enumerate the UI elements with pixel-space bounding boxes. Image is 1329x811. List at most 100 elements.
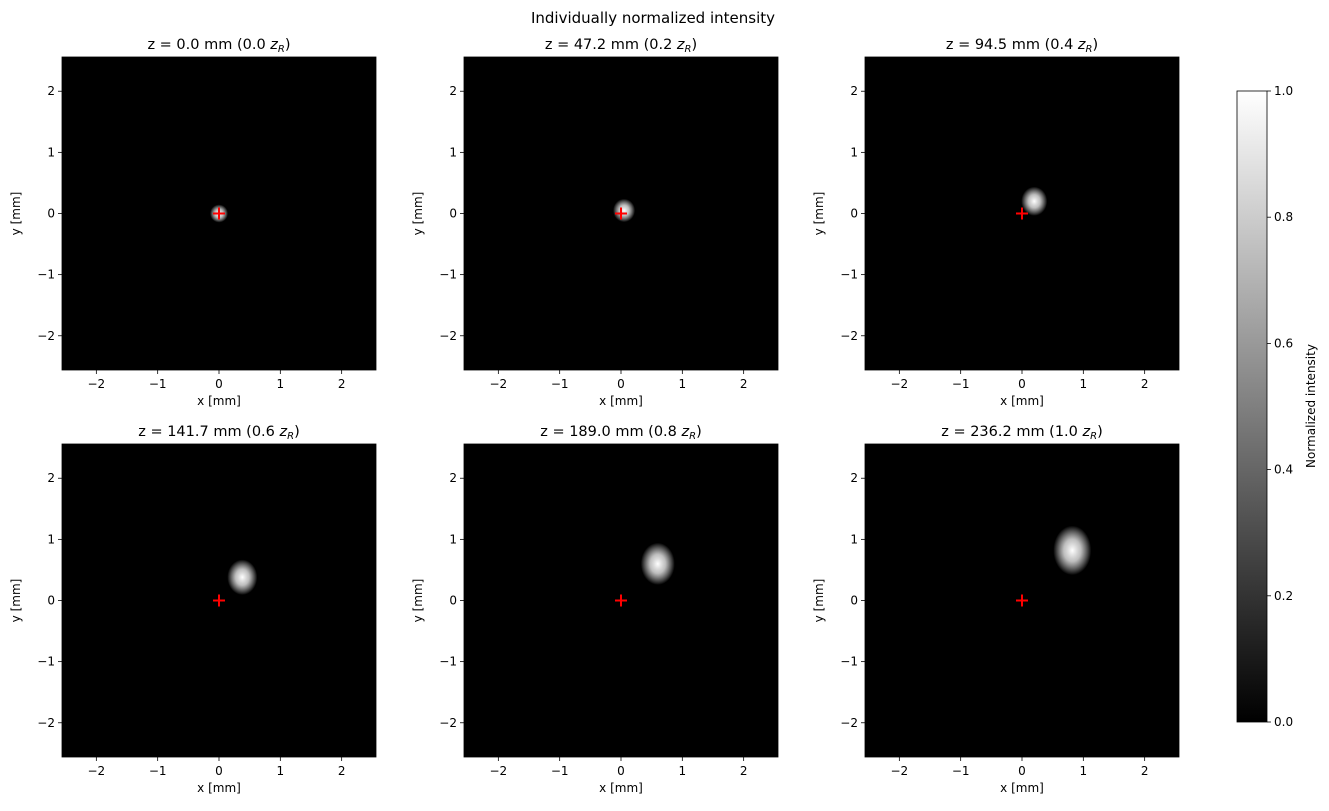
x-tick-label: −1 [551, 764, 569, 778]
x-tick-label: 0 [1018, 377, 1026, 391]
x-tick-label: 1 [277, 764, 285, 778]
x-tick-label: 2 [740, 764, 748, 778]
x-tick-label: 0 [617, 764, 625, 778]
beam-center-marker [1016, 594, 1028, 607]
x-axis-label: x [mm] [1000, 394, 1044, 408]
beam-center-marker [615, 594, 627, 607]
x-tick-label: −2 [489, 764, 507, 778]
y-tick-label: −1 [37, 268, 55, 282]
beam-center-marker [213, 207, 225, 220]
y-tick-label: 0 [850, 207, 858, 221]
panel-title: z = 236.2 mm (1.0 zR) [941, 424, 1103, 442]
x-tick-label: 2 [338, 377, 346, 391]
y-tick-label: −2 [37, 716, 55, 730]
x-tick-label: 2 [1141, 764, 1149, 778]
x-axis-label: x [mm] [1000, 781, 1044, 795]
y-tick-label: 1 [850, 145, 858, 159]
x-tick-label: 1 [1080, 764, 1088, 778]
y-axis-label: y [mm] [411, 579, 425, 623]
intensity-peak [1053, 525, 1092, 576]
y-axis-label: y [mm] [812, 579, 826, 623]
y-tick-label: −2 [439, 716, 457, 730]
x-tick-label: 0 [617, 377, 625, 391]
panel-title: z = 94.5 mm (0.4 zR) [946, 37, 1098, 55]
x-axis-label: x [mm] [197, 394, 241, 408]
x-tick-label: −1 [952, 377, 970, 391]
x-tick-label: 2 [740, 377, 748, 391]
intensity-pattern [565, 163, 660, 270]
colorbar-tick-label: 0.4 [1274, 463, 1293, 477]
y-tick-label: 1 [850, 532, 858, 546]
y-tick-label: −2 [37, 329, 55, 343]
y-tick-label: 2 [47, 471, 55, 485]
colorbar-tick-label: 0.6 [1274, 336, 1293, 350]
x-tick-label: −1 [551, 377, 569, 391]
colorbar-tick-label: 0.2 [1274, 589, 1293, 603]
x-tick-label: 0 [1018, 764, 1026, 778]
y-tick-label: −1 [840, 268, 858, 282]
y-tick-label: −1 [840, 655, 858, 669]
y-tick-label: −2 [439, 329, 457, 343]
y-tick-label: 0 [47, 594, 55, 608]
figure-suptitle: Individually normalized intensity [531, 9, 775, 27]
y-tick-label: 0 [850, 594, 858, 608]
panel-title: z = 189.0 mm (0.8 zR) [540, 424, 702, 442]
x-axis-label: x [mm] [197, 781, 241, 795]
panel-3: −2 −2 −1 −1 0 0 1 1 2 2 x [mm] y [mm] z = 94.5 mm (0… [812, 37, 1180, 408]
panel-5: −2 −2 −1 −1 0 0 1 1 2 2 x [mm] y [mm] z = 189.0 mm (… [411, 424, 779, 795]
colorbar-gradient [1236, 90, 1268, 723]
intensity-peak [640, 542, 675, 585]
y-tick-label: 2 [449, 84, 457, 98]
y-axis-label: y [mm] [812, 192, 826, 236]
y-tick-label: −2 [840, 329, 858, 343]
x-tick-label: 2 [338, 764, 346, 778]
panel-2: −2 −2 −1 −1 0 0 1 1 2 2 x [mm] y [mm] z = 47.2 mm (0… [411, 37, 779, 408]
y-tick-label: 0 [449, 207, 457, 221]
y-axis-label: y [mm] [9, 192, 23, 236]
y-tick-label: 0 [47, 207, 55, 221]
y-tick-label: 0 [449, 594, 457, 608]
y-tick-label: −1 [37, 655, 55, 669]
beam-center-marker [615, 207, 627, 220]
intensity-pattern [900, 444, 1177, 747]
x-tick-label: 1 [277, 377, 285, 391]
y-tick-label: 1 [449, 532, 457, 546]
y-tick-label: 2 [850, 84, 858, 98]
intensity-peak [227, 559, 258, 595]
x-tick-label: −2 [87, 377, 105, 391]
x-tick-label: −1 [149, 764, 167, 778]
y-tick-label: −1 [439, 268, 457, 282]
y-tick-label: −2 [840, 716, 858, 730]
x-tick-label: 0 [215, 764, 223, 778]
y-tick-label: 2 [449, 471, 457, 485]
panel-4: −2 −2 −1 −1 0 0 1 1 2 2 x [mm] y [mm] z = 141.7 mm (… [9, 424, 377, 795]
colorbar-tick-label: 0.8 [1274, 210, 1293, 224]
x-tick-label: −1 [149, 377, 167, 391]
panel-title: z = 141.7 mm (0.6 zR) [138, 424, 300, 442]
intensity-peak [613, 198, 636, 223]
beam-center-marker [1016, 207, 1028, 220]
y-tick-label: 2 [850, 471, 858, 485]
y-axis-label: y [mm] [411, 192, 425, 236]
panel-6: −2 −2 −1 −1 0 0 1 1 2 2 x [mm] y [mm] z = 236.2 mm (… [812, 424, 1180, 795]
x-tick-label: −2 [489, 377, 507, 391]
x-tick-label: 1 [679, 377, 687, 391]
x-tick-label: −1 [952, 764, 970, 778]
colorbar-tick-label: 1.0 [1274, 84, 1293, 98]
y-axis-label: y [mm] [9, 579, 23, 623]
panel-title: z = 0.0 mm (0.0 zR) [147, 37, 290, 55]
panels: −2 −2 −1 −1 0 0 1 1 2 2 x [mm] y [mm] z = 0.0 mm (0.… [9, 37, 1180, 795]
intensity-pattern [947, 132, 1088, 295]
x-tick-label: 0 [215, 377, 223, 391]
panel-1: −2 −2 −1 −1 0 0 1 1 2 2 x [mm] y [mm] z = 0.0 mm (0.… [9, 37, 377, 408]
x-tick-label: −2 [890, 377, 908, 391]
beam-center-marker [213, 594, 225, 607]
panel-title: z = 47.2 mm (0.2 zR) [545, 37, 697, 55]
colorbar-label: Normalized intensity [1304, 344, 1318, 468]
colorbar-ticks: 0.0 0.2 0.4 0.6 0.8 1.0 [1267, 84, 1293, 729]
y-tick-label: −1 [439, 655, 457, 669]
x-axis-label: x [mm] [599, 394, 643, 408]
intensity-peak [1021, 186, 1048, 216]
colorbar-tick-label: 0.0 [1274, 715, 1293, 729]
